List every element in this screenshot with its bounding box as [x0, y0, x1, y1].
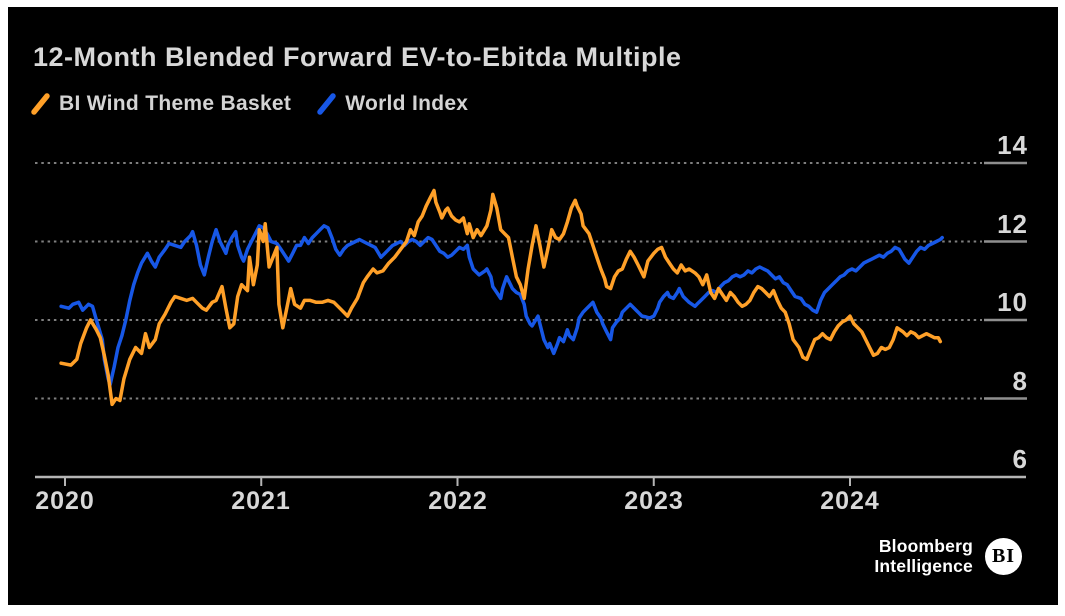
series-line-world-index [59, 224, 944, 387]
legend-swatch [31, 93, 50, 115]
y-axis-label-8: 8 [1012, 366, 1028, 396]
legend: BI Wind Theme Basket World Index [31, 92, 468, 116]
legend-swatch [317, 93, 336, 115]
slash-icon [317, 93, 336, 115]
x-axis-label-2022: 2022 [428, 487, 488, 515]
chart-title: 12-Month Blended Forward EV-to-Ebitda Mu… [33, 42, 682, 72]
bi-badge-text: BI [991, 545, 1016, 567]
series-line-bi-wind-theme-basket [59, 188, 943, 407]
y-axis-label-12: 12 [997, 209, 1028, 239]
x-axis-label-2020: 2020 [35, 487, 95, 515]
bloomberg-intelligence-logo: Bloomberg Intelligence [874, 536, 973, 576]
chart-card [8, 7, 1058, 605]
legend-label: World Index [345, 92, 469, 115]
slash-icon [31, 93, 50, 115]
legend-item-wind-basket: BI Wind Theme Basket [31, 92, 291, 116]
y-axis-label-10: 10 [997, 287, 1028, 317]
brand-line2: Intelligence [874, 556, 973, 576]
bi-badge-icon: BI [985, 538, 1022, 575]
legend-label: BI Wind Theme Basket [59, 92, 292, 115]
x-axis-label-2021: 2021 [231, 487, 291, 515]
x-axis-label-2023: 2023 [624, 487, 684, 515]
x-axis-label-2024: 2024 [820, 487, 880, 515]
brand-line1: Bloomberg [878, 536, 973, 556]
y-axis-label-14: 14 [997, 130, 1028, 160]
y-axis-label-6: 6 [1012, 444, 1028, 474]
legend-item-world-index: World Index [317, 92, 468, 116]
